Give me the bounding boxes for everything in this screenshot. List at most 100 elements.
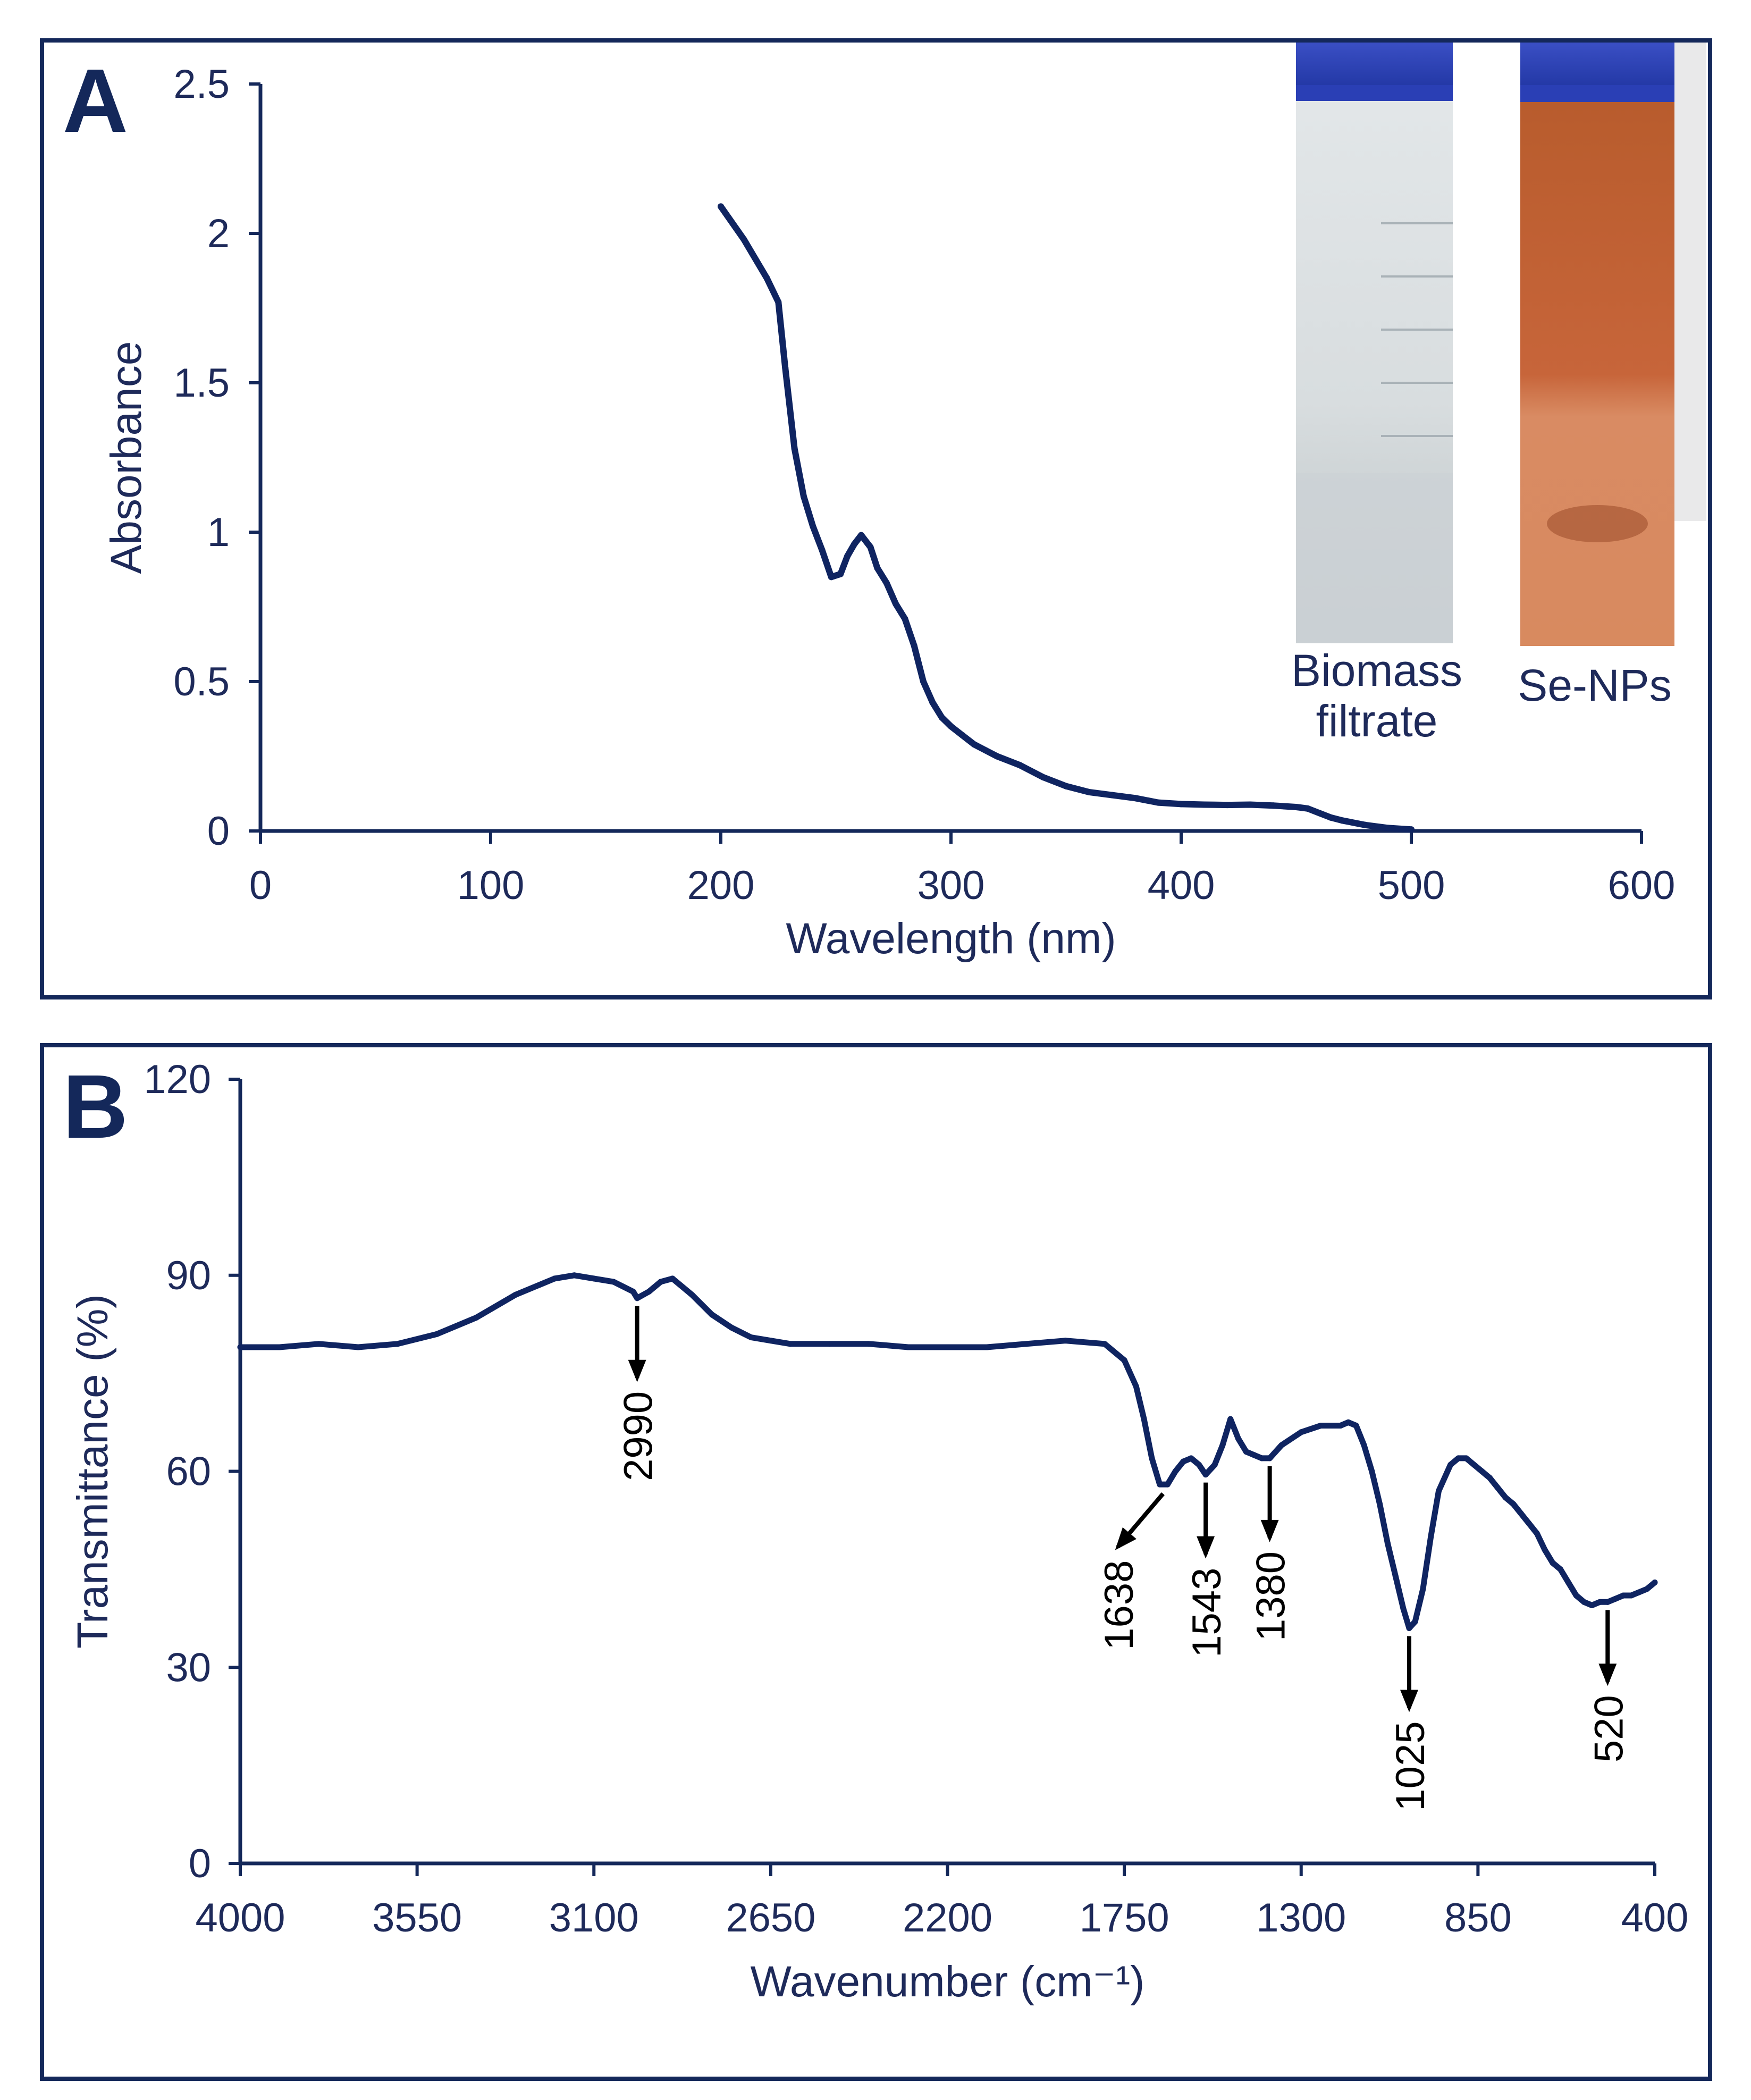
y-tick-label: 0 (207, 809, 230, 854)
data-point (1267, 1455, 1273, 1461)
data-point (763, 275, 770, 282)
data-point (610, 1279, 617, 1285)
data-point (959, 732, 966, 739)
data-point (591, 1275, 597, 1282)
data-point (237, 1344, 243, 1350)
data-point (1636, 1589, 1642, 1595)
data-point (1447, 1461, 1454, 1468)
data-point (1196, 1461, 1202, 1468)
data-point (1316, 810, 1323, 817)
data-point (1361, 1442, 1367, 1448)
inset-se-nps-tube (1520, 43, 1706, 646)
annotation-label: 1025 (1388, 1721, 1433, 1811)
y-axis-title: Transmittance (%) (69, 1294, 117, 1649)
annotation-label: 2990 (616, 1391, 661, 1481)
data-point (1573, 1592, 1579, 1599)
y-tick-label: 2.5 (173, 62, 230, 107)
x-axis-title: Wavenumber (cm⁻¹) (751, 1958, 1145, 2006)
data-point (905, 1344, 912, 1350)
data-point (1133, 1383, 1139, 1390)
data-point (1471, 1461, 1477, 1468)
panel-b-series (237, 1272, 1658, 1631)
data-point (748, 1334, 754, 1341)
data-point (473, 1315, 479, 1321)
data-point (1400, 1606, 1407, 1612)
x-tick-label: 2650 (726, 1895, 815, 1941)
x-tick-label: 600 (1608, 863, 1676, 908)
data-point (1259, 1455, 1265, 1461)
data-point (276, 1344, 283, 1350)
data-point (893, 600, 899, 607)
data-point (571, 1272, 577, 1279)
data-point (1558, 1566, 1564, 1573)
data-point (828, 574, 835, 581)
data-point (1298, 1429, 1304, 1435)
data-point (1121, 1357, 1127, 1364)
inset-label-biomass: Biomass (1291, 645, 1462, 695)
data-point (551, 1275, 558, 1282)
data-point (1224, 802, 1231, 809)
inset-biomass-tube (1296, 43, 1453, 643)
data-point (1243, 1449, 1249, 1455)
x-axis-title: Wavelength (nm) (786, 914, 1116, 963)
data-point (1534, 1530, 1540, 1536)
data-point (1620, 1592, 1627, 1599)
data-point (1652, 1579, 1658, 1585)
data-point (1644, 1586, 1650, 1592)
data-point (1455, 1455, 1461, 1461)
data-point (1353, 1422, 1359, 1429)
data-point (1063, 783, 1070, 789)
data-point (1502, 1494, 1509, 1501)
series-line-0 (237, 1272, 1658, 1631)
y-tick-label: 1.5 (173, 360, 230, 406)
y-tick-label: 30 (166, 1645, 211, 1690)
y-tick-label: 90 (166, 1253, 211, 1298)
annotation-label: 1638 (1097, 1560, 1142, 1650)
data-point (1235, 1435, 1241, 1442)
data-point (1172, 1468, 1178, 1474)
data-point (883, 579, 890, 586)
data-point (1293, 804, 1300, 811)
data-point (867, 544, 874, 551)
data-point (1327, 814, 1334, 821)
data-point (902, 615, 908, 622)
data-point (858, 532, 865, 539)
data-point (1479, 1468, 1485, 1474)
data-point (1337, 1422, 1344, 1429)
x-tick-label: 100 (457, 863, 525, 908)
annotation-label: 1380 (1249, 1551, 1294, 1641)
data-point (819, 547, 826, 553)
panel-b-letter: B (63, 1056, 128, 1157)
x-tick-label: 1300 (1256, 1895, 1346, 1941)
data-point (1581, 1599, 1587, 1605)
data-point (1369, 1468, 1375, 1474)
annotation-arrowhead (1197, 1536, 1215, 1559)
data-point (1612, 1595, 1619, 1602)
data-point (1178, 801, 1184, 808)
data-point (1155, 799, 1161, 806)
data-point (1304, 805, 1311, 812)
data-point (1270, 802, 1277, 809)
panel-a-series (718, 203, 1415, 833)
data-point (1463, 1455, 1469, 1461)
data-point (1345, 1419, 1351, 1425)
data-point (920, 678, 927, 685)
data-point (1202, 1472, 1209, 1478)
data-point (740, 236, 747, 243)
data-point (1487, 1475, 1493, 1481)
x-tick-label: 200 (687, 863, 755, 908)
data-point (1180, 1458, 1186, 1465)
data-point (1247, 801, 1253, 808)
data-point (728, 1324, 735, 1331)
data-point (1201, 801, 1208, 808)
data-point (1420, 1586, 1426, 1592)
data-point (1377, 1501, 1383, 1507)
y-tick-label: 2 (207, 211, 230, 256)
data-point (866, 1341, 872, 1347)
data-point (658, 1279, 664, 1285)
data-point (768, 1338, 774, 1344)
data-point (1339, 817, 1346, 824)
data-point (630, 1288, 636, 1295)
annotation-arrowhead (1598, 1664, 1617, 1686)
